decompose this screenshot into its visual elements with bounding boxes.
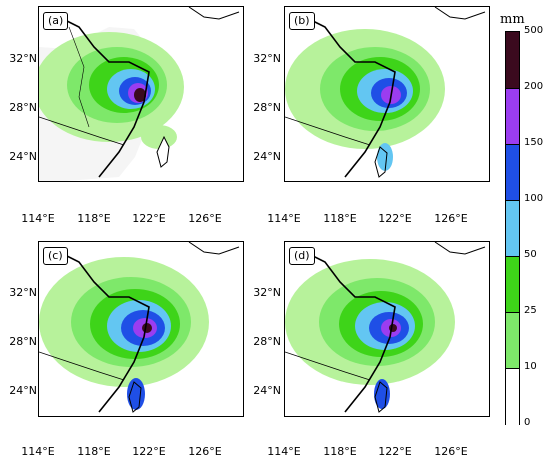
lon-label: 114°E [267,212,301,225]
lon-label: 126°E [434,445,468,458]
lat-label: 32°N [253,52,281,65]
lon-label: 126°E [188,445,222,458]
lon-label: 118°E [77,445,111,458]
colorbar-segment [506,201,519,257]
colorbar-tick: 25 [524,305,537,316]
lon-label: 126°E [434,212,468,225]
colorbar-segment [506,369,519,425]
panel-label: (c) [43,247,68,265]
lon-label: 118°E [77,212,111,225]
lat-label: 32°N [9,286,37,299]
colorbar-segment [506,32,519,89]
colorbar-tick: 50 [524,249,537,260]
colorbar-segment [506,257,519,313]
lat-label: 24°N [9,384,37,397]
lon-label: 122°E [132,212,166,225]
lat-label: 28°N [9,335,37,348]
panel-c: (c) [38,241,244,417]
lat-label: 24°N [9,150,37,163]
colorbar-tick: 150 [524,137,544,148]
rainfall-map-d [285,242,486,413]
rainfall-map-c [39,242,240,413]
lon-label: 118°E [323,445,357,458]
colorbar-segment [506,313,519,369]
lon-label: 126°E [188,212,222,225]
lon-label: 114°E [267,445,301,458]
lat-label: 28°N [253,335,281,348]
colorbar-segment [506,145,519,201]
rainfall-map-b [285,7,486,178]
rainfall-map-a [39,7,240,181]
lat-label: 28°N [253,101,281,114]
lat-label: 24°N [253,150,281,163]
panel-d: (d) [284,241,490,417]
lat-label: 32°N [9,52,37,65]
lon-label: 114°E [21,445,55,458]
lat-label: 24°N [253,384,281,397]
panel-label: (b) [289,12,315,30]
colorbar-tick: 200 [524,81,544,92]
colorbar-title: mm [500,12,525,27]
lon-label: 122°E [378,212,412,225]
lat-label: 32°N [253,286,281,299]
lon-label: 118°E [323,212,357,225]
colorbar-tick: 10 [524,361,537,372]
panel-b: (b) [284,6,490,182]
panel-a: (a) [38,6,244,182]
lat-label: 28°N [9,101,37,114]
lon-label: 114°E [21,212,55,225]
lon-label: 122°E [132,445,166,458]
panel-label: (a) [43,12,69,30]
colorbar-tick: 0 [524,417,531,428]
panel-label: (d) [289,247,315,265]
colorbar-segment [506,89,519,145]
lon-label: 122°E [378,445,412,458]
colorbar-tick: 500 [524,25,544,36]
colorbar-tick: 100 [524,193,544,204]
colorbar [505,31,520,425]
